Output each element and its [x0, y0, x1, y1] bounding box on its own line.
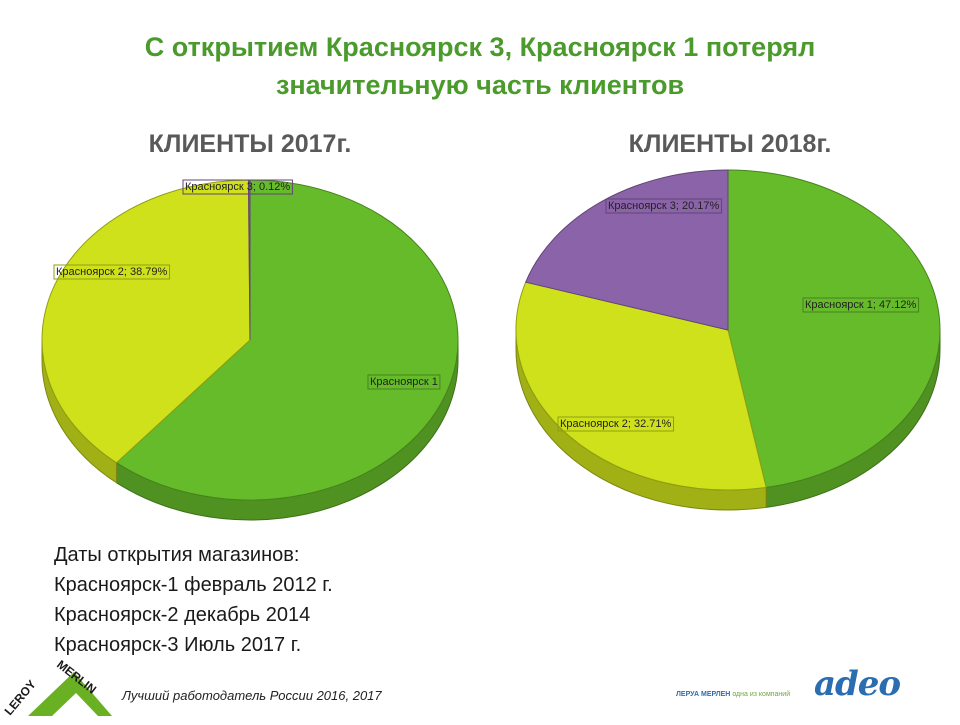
pie-label-красноярск-3: Красноярск 3; 0.12% [185, 181, 290, 193]
pie-slice-красноярск-2 [41, 179, 251, 464]
pie-label-box [605, 198, 723, 214]
pie-label-красноярск-1: Красноярск 1; 47.12% [805, 299, 917, 311]
pie-label-box [182, 179, 293, 195]
date-line-3: Красноярск-3 Июль 2017 г. [54, 634, 302, 656]
adeo-subtitle: ЛЕРУА МЕРЛЕН одна из компаний [676, 691, 790, 698]
date-line-2: Красноярск-2 декабрь 2014 [54, 604, 311, 626]
adeo-word: adeo [814, 664, 901, 704]
pie-slice-красноярск-1 [115, 179, 459, 501]
adeo-company: ЛЕРУА МЕРЛЕН [676, 691, 731, 698]
dates-heading: Даты открытия магазинов: [54, 544, 300, 566]
pie-label-красноярск-2: Красноярск 2; 32.71% [560, 418, 672, 430]
pie-label-красноярск-2: Красноярск 2; 38.79% [56, 266, 168, 278]
slide-title-line2: значительную часть клиентов [275, 70, 685, 100]
pie-slice-красноярск-1 [727, 169, 941, 488]
pie-chart-1: Красноярск 1 Красноярск 2; 38.79% Краснояр… [41, 179, 459, 521]
adeo-sub-text: одна из компаний [732, 691, 791, 698]
pie-chart-2: Красноярск 1; 47.12% Красноярск 2; 32.71%… [515, 169, 941, 511]
pie-label-box [802, 297, 920, 313]
slide-title: С открытием Красноярск 3, Красноярск 1 п… [40, 28, 920, 104]
pie-label-box [53, 264, 171, 280]
pie-slice-красноярск-2 [515, 281, 767, 491]
pie-label-красноярск-1: Красноярск 1 [370, 376, 438, 388]
chart-title-2018: КЛИЕНТЫ 2018г. [628, 130, 832, 158]
date-line-1: Красноярск-1 февраль 2012 г. [54, 574, 333, 596]
leroy-merlin-logo: MERLIN LEROY [0, 656, 118, 725]
store-opening-dates: Даты открытия магазинов: Красноярск-1 фе… [54, 540, 333, 660]
pie-label-box [367, 374, 441, 390]
pie-label-красноярск-3: Красноярск 3; 20.17% [608, 200, 720, 212]
pie-label-box [557, 416, 675, 432]
chart-title-2017: КЛИЕНТЫ 2017г. [148, 130, 352, 158]
pie-slice-красноярск-3 [525, 169, 729, 331]
footer-tagline: Лучший работодатель России 2016, 2017 [122, 688, 382, 703]
slide-title-line1: С открытием Красноярск 3, Красноярск 1 п… [144, 32, 816, 62]
